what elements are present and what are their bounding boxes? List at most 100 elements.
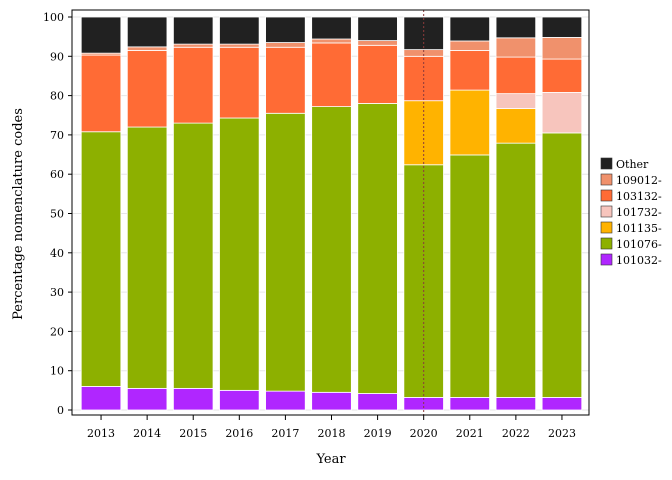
bar-segment-101076-2015: [173, 122, 214, 389]
x-tick-label: 2020: [410, 427, 438, 440]
bar-segment-109012-2018: [311, 38, 352, 44]
y-tick-label: 20: [50, 325, 64, 338]
bar-segment-other-2023: [541, 16, 583, 38]
bar-segment-103132-2015: [173, 46, 214, 124]
legend-swatch: [600, 173, 613, 186]
bar-segment-101076-2022: [495, 142, 537, 398]
bar-stack-2017: [265, 16, 306, 411]
y-axis-title: Percentage nomenclature codes: [11, 108, 26, 320]
bar-segment-101732-2023: [541, 92, 583, 134]
bar-segment-101076-2019: [357, 103, 398, 394]
x-tick-label: 2017: [271, 427, 299, 440]
bar-segment-other-2019: [357, 16, 398, 41]
bar-stack-2019: [357, 16, 398, 411]
legend-item-101732: 101732-: [600, 205, 662, 219]
bar-segment-other-2020: [403, 16, 444, 51]
y-tick-label: 70: [50, 129, 64, 142]
y-tick-label: 60: [50, 168, 64, 181]
bar-segment-109012-2023: [541, 37, 583, 60]
bar-segment-103132-2017: [265, 46, 306, 114]
legend-item-101032: 101032-: [600, 253, 662, 267]
bar-segment-other-2022: [495, 16, 537, 39]
bar-segment-other-2016: [219, 16, 260, 45]
bar-segment-other-2017: [265, 16, 306, 43]
bar-segment-other-2015: [173, 16, 214, 45]
x-tick-label: 2015: [179, 427, 207, 440]
bar-segment-103132-2016: [219, 46, 260, 119]
bar-stack-2023: [541, 16, 583, 411]
bar-segment-101076-2023: [541, 132, 583, 398]
bar-segment-103132-2022: [495, 56, 537, 95]
legend-swatch: [600, 157, 613, 170]
y-axis: 0 10 20 30 40 50 60 70 80 90 100: [43, 11, 72, 417]
legend-swatch: [600, 237, 613, 250]
bar-segment-109012-2019: [357, 40, 398, 46]
bar-segment-101076-2014: [126, 126, 168, 389]
bar-stack-2018: [311, 16, 352, 411]
bar-segment-other-2021: [449, 16, 490, 42]
x-axis: 2013 2014 2015 2016 2017 2018 2019 2020 2021 2022…: [87, 415, 576, 440]
bar-segment-101076-2013: [80, 131, 122, 387]
bar-segment-101032-2016: [219, 389, 260, 411]
bar-segment-103132-2021: [449, 50, 490, 91]
x-axis-title: Year: [315, 452, 346, 467]
legend-swatch: [600, 189, 613, 202]
bar-segment-101032-2022: [495, 397, 537, 411]
bar-segment-101032-2019: [357, 393, 398, 411]
legend-label: 101076-: [616, 238, 662, 251]
y-tick-label: 30: [50, 286, 64, 299]
bar-segment-103132-2019: [357, 44, 398, 104]
bar-segment-101032-2014: [126, 387, 168, 411]
x-tick-label: 2023: [548, 427, 576, 440]
y-tick-label: 90: [50, 50, 64, 63]
bar-segment-101032-2023: [541, 397, 583, 411]
legend-label: 101032-: [616, 254, 662, 267]
legend-swatch: [600, 253, 613, 266]
legend-label: 109012-: [616, 174, 662, 187]
legend-label: 101135-: [616, 222, 662, 235]
bar-segment-103132-2023: [541, 58, 583, 93]
legend-item-101076: 101076-: [600, 237, 662, 251]
bar-segment-other-2014: [126, 16, 168, 48]
bar-stack-2013: [80, 16, 122, 411]
bar-segment-109012-2014: [126, 46, 168, 51]
bar-segment-101032-2013: [80, 386, 122, 411]
legend-item-other: Other: [600, 157, 649, 171]
x-tick-label: 2016: [225, 427, 253, 440]
legend-item-101135: 101135-: [600, 221, 662, 235]
y-tick-label: 10: [50, 365, 64, 378]
bar-segment-101076-2016: [219, 117, 260, 391]
bar-segment-101135-2022: [495, 108, 537, 144]
bar-stack-2014: [126, 16, 168, 411]
bar-segment-101032-2017: [265, 390, 306, 411]
bar-segment-101076-2017: [265, 112, 306, 392]
y-tick-label: 80: [50, 90, 64, 103]
plot-frame: [71, 9, 590, 416]
bar-segment-101032-2015: [173, 387, 214, 411]
legend-item-103132: 103132-: [600, 189, 662, 203]
legend-label: 103132-: [616, 190, 662, 203]
bar-segment-109012-2016: [219, 43, 260, 48]
bar-segment-109012-2022: [495, 37, 537, 58]
bar-segment-other-2013: [80, 16, 122, 54]
bar-segment-101076-2021: [449, 154, 490, 398]
bar-segment-103132-2014: [126, 50, 168, 128]
bar-stack-2016: [219, 16, 260, 411]
y-tick-label: 50: [50, 208, 64, 221]
bars: [80, 16, 583, 411]
x-tick-label: 2014: [133, 427, 161, 440]
bar-segment-101076-2018: [311, 106, 352, 393]
bar-stack-2015: [173, 16, 214, 411]
bar-segment-109012-2015: [173, 43, 214, 48]
bar-segment-101135-2021: [449, 89, 490, 156]
bar-segment-101032-2021: [449, 397, 490, 411]
bar-stack-2022: [495, 16, 537, 411]
bar-segment-103132-2013: [80, 54, 122, 133]
x-tick-label: 2013: [87, 427, 115, 440]
bar-segment-101032-2018: [311, 391, 352, 411]
legend: Other 109012- 103132- 101732- 101135- 101076-…: [600, 157, 662, 267]
legend-label: Other: [616, 158, 649, 171]
legend-swatch: [600, 221, 613, 234]
y-tick-label: 100: [43, 11, 64, 24]
y-tick-label: 40: [50, 247, 64, 260]
